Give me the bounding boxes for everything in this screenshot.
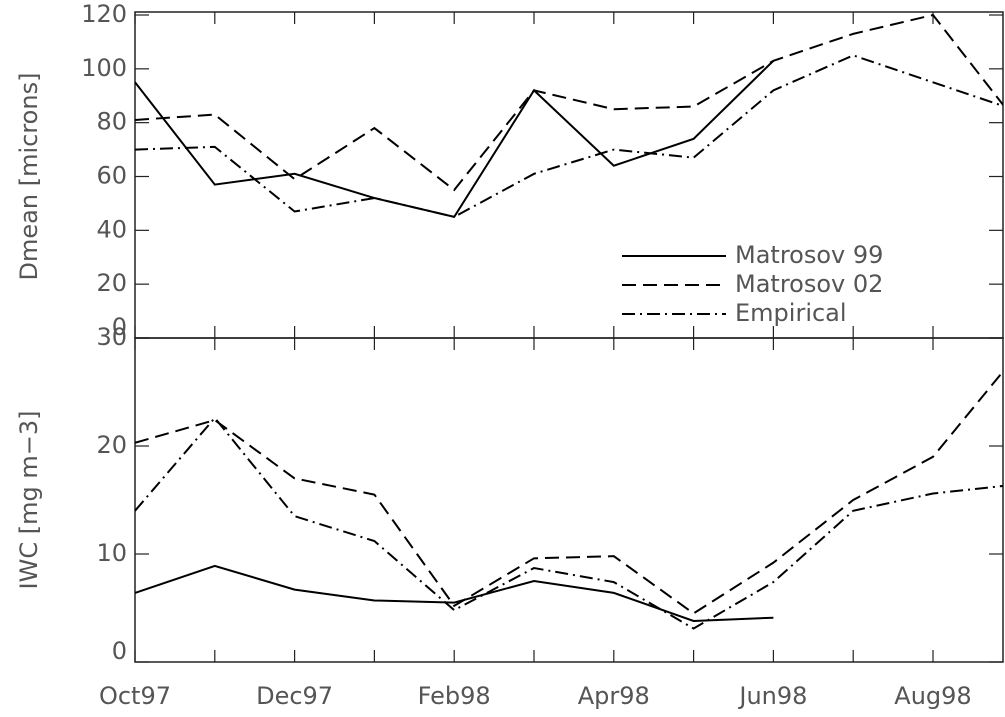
x-tick-label: Feb98 — [418, 682, 491, 710]
y-tick-label: 80 — [96, 108, 127, 136]
series-group — [135, 13, 1003, 219]
x-tick-label: Jun98 — [737, 682, 807, 710]
y-tick-label: 100 — [81, 54, 127, 82]
y-tick-label: 120 — [81, 0, 127, 28]
y-tick-label: 40 — [96, 215, 127, 243]
y-axis-label: Dmean [microns] — [15, 73, 43, 281]
legend-label: Empirical — [735, 299, 847, 327]
y-tick-label: 10 — [96, 539, 127, 567]
x-tick-label: Oct97 — [99, 682, 171, 710]
y-tick-label: 20 — [96, 269, 127, 297]
data-line — [135, 564, 774, 622]
plot-frame — [134, 337, 1004, 663]
y-tick-label: 0 — [112, 313, 127, 341]
series-group — [135, 369, 1003, 630]
data-line — [135, 416, 1003, 630]
data-line — [135, 13, 1003, 192]
y-axis-label: IWC [mg m−3] — [15, 411, 43, 590]
y-tick-label: 20 — [96, 431, 127, 459]
legend-label: Matrosov 02 — [735, 270, 883, 298]
y-tick-label: 30 — [96, 323, 127, 351]
y-tick-label: 60 — [96, 162, 127, 190]
data-line — [135, 60, 775, 219]
data-line — [135, 54, 1003, 218]
x-tick-label: Apr98 — [578, 682, 650, 710]
data-line — [135, 369, 1003, 615]
x-tick-label: Dec97 — [256, 682, 333, 710]
legend-label: Matrosov 99 — [735, 241, 883, 269]
x-tick-label: Aug98 — [894, 682, 971, 710]
y-tick-label: 0 — [112, 637, 127, 665]
